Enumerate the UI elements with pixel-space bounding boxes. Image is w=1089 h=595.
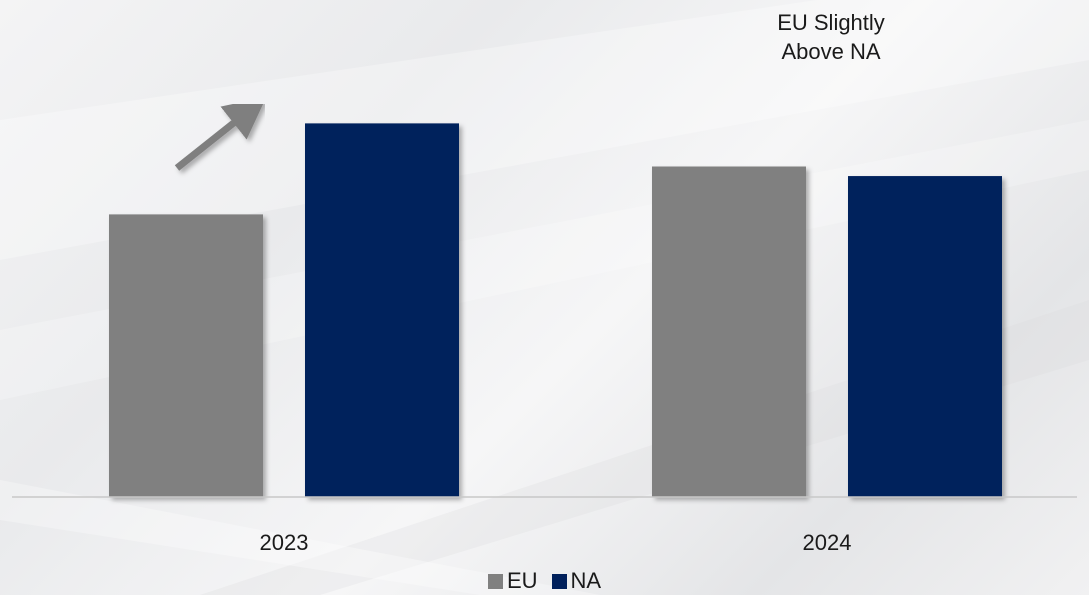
legend-label: NA — [570, 568, 602, 593]
legend-swatch — [487, 573, 503, 589]
up-right-arrow-icon — [174, 96, 267, 171]
legend: EU NA — [0, 568, 1089, 594]
legend-item-na: NA — [551, 568, 602, 594]
bar-eu-2024 — [652, 166, 806, 498]
bar-eu-2023 — [109, 214, 263, 497]
legend-label: EU — [506, 568, 538, 593]
annotation-text: EU Slightly Above NA — [777, 10, 885, 64]
bar-na-2023 — [305, 123, 459, 497]
legend-item-eu: EU — [487, 568, 538, 594]
x-tick-label: 2023 — [260, 530, 309, 555]
bar-na-2024 — [848, 176, 1002, 497]
x-tick-label: 2024 — [803, 530, 852, 555]
legend-swatch — [551, 573, 567, 589]
annotation-line: Above NA — [781, 39, 880, 64]
annotation-line: EU Slightly — [777, 10, 885, 35]
